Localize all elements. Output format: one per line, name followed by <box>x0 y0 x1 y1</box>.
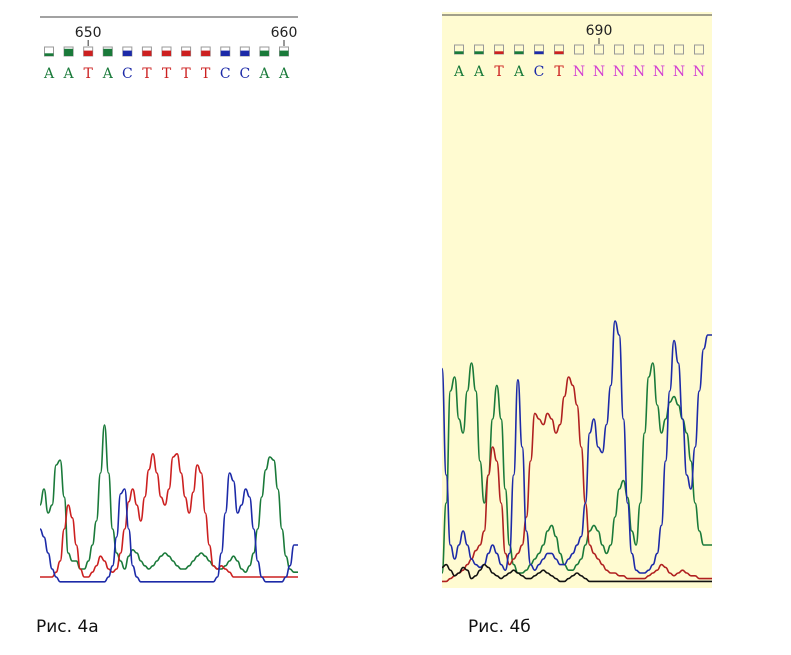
base-call-letter: T <box>494 64 504 80</box>
quality-fill <box>259 50 269 56</box>
position-label: 650 <box>75 25 102 41</box>
trace-C <box>441 320 712 574</box>
figure-caption-b: Рис. 4б <box>468 617 531 637</box>
trace-T <box>39 453 298 578</box>
base-call-letter: T <box>162 66 172 82</box>
base-call-letter: T <box>201 66 211 82</box>
base-call-letter: A <box>453 64 465 80</box>
quality-fill <box>494 51 504 54</box>
base-call-letter: N <box>613 64 625 80</box>
quality-fill <box>162 50 171 56</box>
quality-fill <box>454 51 464 54</box>
chromatogram-panel-b: 690 A A T A C T N N N N N N N <box>441 12 712 588</box>
base-call-letter: T <box>83 66 93 82</box>
quality-fill <box>181 50 191 56</box>
base-call-letter: C <box>239 66 250 82</box>
quality-fill <box>514 51 524 54</box>
quality-fill <box>64 48 74 56</box>
quality-box <box>674 44 684 55</box>
base-call-letter: T <box>142 66 152 82</box>
base-call-letter: N <box>633 64 645 80</box>
quality-fill <box>83 50 93 56</box>
base-call-letter: A <box>63 66 75 82</box>
base-call-letter: A <box>102 66 114 82</box>
position-label: 660 <box>271 25 298 41</box>
quality-fill <box>220 50 230 56</box>
quality-fill <box>534 51 544 54</box>
base-call-letter: N <box>653 64 665 80</box>
quality-fill <box>103 48 113 56</box>
quality-fill <box>142 50 152 56</box>
quality-fill <box>240 50 250 56</box>
base-call-letter: C <box>122 66 133 82</box>
chromatogram-panel-a: 650 660 A A T A C T T T T C C A A <box>39 12 298 588</box>
base-call-letter: A <box>513 64 525 80</box>
trace-C <box>39 472 298 583</box>
base-call-letter: N <box>593 64 605 80</box>
trace-T <box>441 376 712 583</box>
base-call-letter: A <box>473 64 485 80</box>
trace-A <box>39 424 298 573</box>
base-call-letter: N <box>673 64 685 80</box>
base-call-letter: C <box>534 64 545 80</box>
base-call-letter: T <box>181 66 191 82</box>
base-call-letter: A <box>43 66 55 82</box>
base-call-letter: T <box>554 64 564 80</box>
quality-box <box>634 44 644 55</box>
trace-G <box>441 563 712 583</box>
base-call-letter: N <box>693 64 705 80</box>
quality-box <box>654 44 664 55</box>
base-call-letter: C <box>220 66 231 82</box>
quality-fill <box>474 51 484 54</box>
figure-caption-a: Рис. 4а <box>36 617 99 637</box>
quality-fill <box>44 53 54 56</box>
quality-box <box>614 44 624 55</box>
quality-box <box>694 44 704 55</box>
base-call-letter: A <box>258 66 270 82</box>
trace-A <box>441 362 712 574</box>
quality-fill <box>554 51 564 54</box>
quality-box <box>594 44 604 55</box>
quality-fill <box>279 50 289 56</box>
base-call-letter: A <box>278 66 290 82</box>
quality-fill <box>201 50 211 56</box>
position-label: 690 <box>586 23 613 39</box>
quality-fill <box>122 50 132 56</box>
quality-box <box>574 44 584 55</box>
base-call-letter: N <box>573 64 585 80</box>
